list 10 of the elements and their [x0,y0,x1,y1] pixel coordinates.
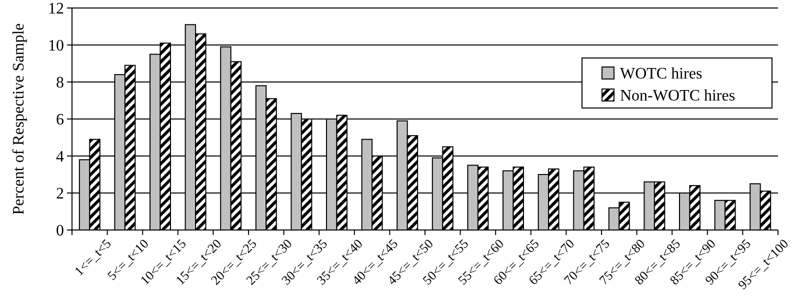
y-tick-label: 10 [48,38,64,55]
y-tick-label: 6 [56,112,64,129]
y-tick-label: 2 [56,186,64,203]
y-tick-label: 4 [56,148,64,166]
y-tick-label: 8 [56,74,64,92]
y-tick-label: 0 [56,222,64,240]
legend-label: WOTC hires [620,66,702,83]
legend-label: Non-WOTC hires [620,88,736,105]
y-tick-label: 12 [48,0,64,18]
y-axis-title: Percent of Respective Sample [10,23,28,215]
